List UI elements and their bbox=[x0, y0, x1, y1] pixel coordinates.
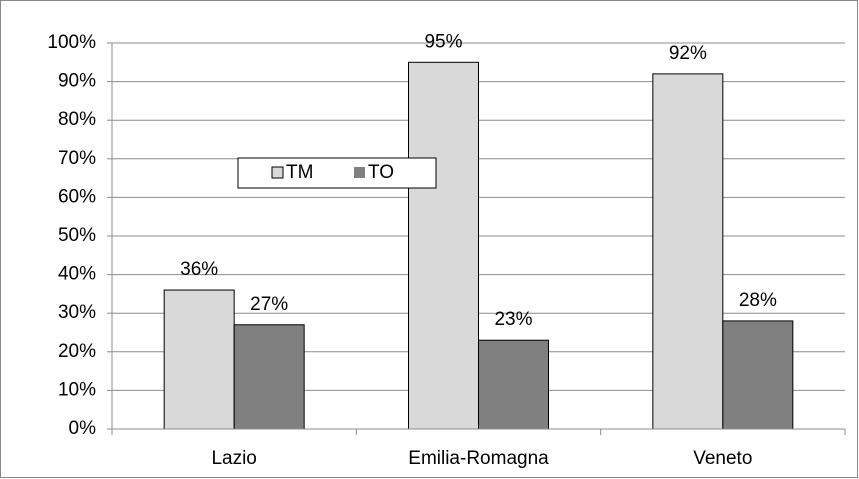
bar bbox=[722, 320, 794, 430]
data-label: 95% bbox=[424, 31, 462, 52]
x-tick-label: Veneto bbox=[693, 448, 752, 469]
y-tick-label: 60% bbox=[58, 186, 96, 207]
y-tick-label: 70% bbox=[58, 148, 96, 169]
y-tick-label: 100% bbox=[47, 32, 96, 53]
y-tick-label: 20% bbox=[58, 341, 96, 362]
bar bbox=[478, 339, 549, 430]
data-label: 27% bbox=[250, 294, 288, 315]
y-tick-label: 10% bbox=[58, 379, 96, 400]
x-tick-label: Lazio bbox=[211, 448, 256, 469]
y-tick-label: 40% bbox=[58, 264, 96, 285]
bar bbox=[163, 289, 235, 430]
bar bbox=[233, 324, 305, 430]
legend-label: TO bbox=[368, 162, 394, 183]
y-tick-label: 90% bbox=[58, 71, 96, 92]
y-tick-label: 50% bbox=[58, 225, 96, 246]
data-label: 23% bbox=[494, 309, 532, 330]
legend-label: TM bbox=[286, 162, 313, 183]
legend-swatch bbox=[271, 166, 284, 179]
y-tick-label: 0% bbox=[69, 418, 97, 439]
legend-swatch bbox=[354, 167, 365, 178]
bar bbox=[408, 61, 479, 430]
data-label: 92% bbox=[669, 43, 707, 64]
y-tick-label: 80% bbox=[58, 109, 96, 130]
data-label: 28% bbox=[739, 290, 777, 311]
data-label: 36% bbox=[180, 259, 218, 280]
bar bbox=[652, 73, 724, 430]
y-tick-label: 30% bbox=[58, 302, 96, 323]
legend-box bbox=[237, 157, 437, 189]
x-tick-label: Emilia-Romagna bbox=[408, 448, 549, 469]
